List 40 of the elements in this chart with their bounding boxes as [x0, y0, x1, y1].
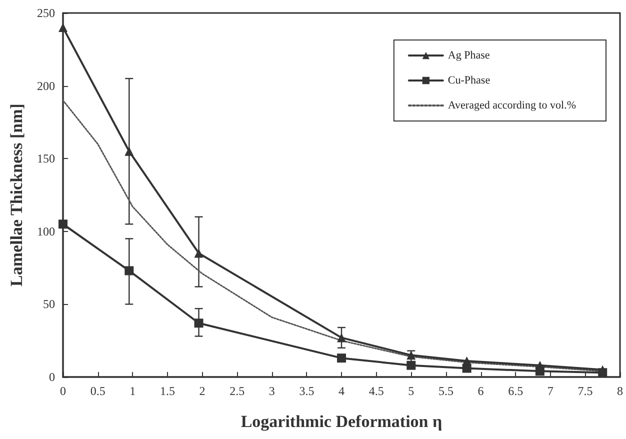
y-tick-label: 150 [37, 152, 55, 166]
x-tick-label: 8 [617, 384, 623, 398]
point [58, 220, 68, 229]
point [194, 248, 204, 258]
x-tick-label: 6 [478, 384, 484, 398]
y-tick-label: 100 [37, 224, 55, 238]
point [194, 318, 204, 328]
legend-label: Cu-Phase [448, 74, 490, 86]
x-tick-label: 1 [130, 384, 136, 398]
x-tick-label: 0.5 [90, 384, 106, 398]
y-axis-title: Lamellae Thickness [nm] [7, 104, 26, 286]
point [58, 23, 68, 32]
point [406, 350, 416, 360]
x-tick-label: 1.5 [160, 384, 175, 398]
x-tick-label: 3.5 [299, 384, 314, 398]
x-tick-label: 5.5 [438, 384, 454, 398]
x-tick-label: 6.5 [508, 384, 524, 398]
legend-label: Ag Phase [448, 50, 490, 62]
x-tick-label: 7.5 [578, 384, 593, 398]
x-tick-label: 2 [199, 384, 206, 398]
point [406, 360, 416, 370]
x-tick-label: 4 [338, 384, 344, 398]
y-tick-label: 0 [49, 370, 55, 384]
x-tick-label: 0 [60, 384, 66, 398]
point [598, 365, 608, 374]
legend-label: Averaged according to vol.% [448, 100, 576, 112]
x-tick-label: 5 [408, 384, 414, 398]
point [462, 356, 472, 366]
y-tick-label: 250 [37, 6, 55, 20]
x-axis-title: Logarithmic Deformation η [240, 412, 442, 431]
point [124, 266, 134, 276]
point [337, 354, 346, 363]
point [337, 333, 346, 342]
x-tick-label: 2.5 [230, 384, 245, 398]
x-tick-label: 7 [547, 384, 554, 398]
point [124, 146, 134, 156]
x-tick-label: 3 [268, 384, 275, 398]
x-tick-label: 4.5 [368, 384, 384, 398]
y-tick-label: 50 [43, 297, 55, 312]
y-tick-label: 200 [37, 78, 55, 93]
